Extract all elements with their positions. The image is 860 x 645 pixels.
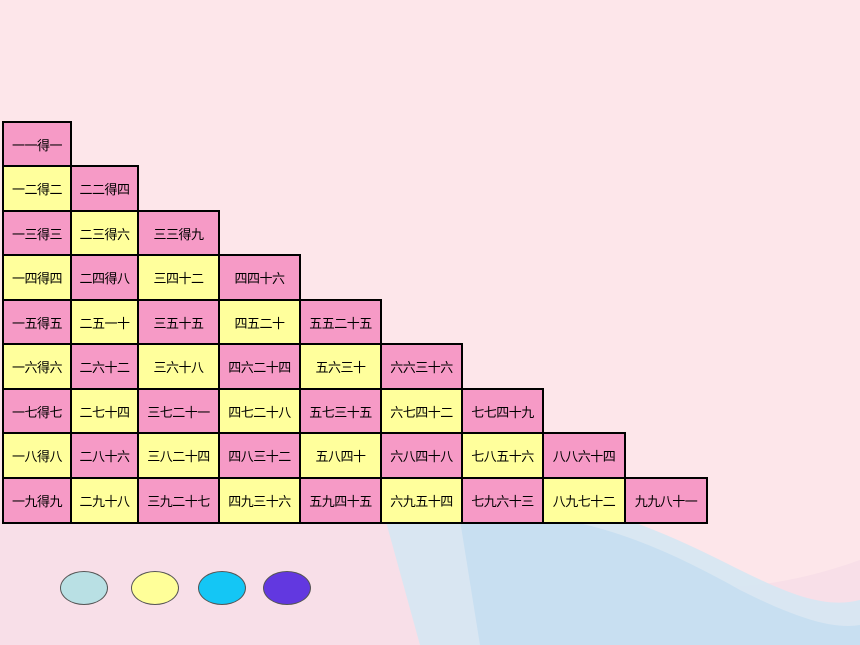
table-cell: 六八四十八 — [380, 432, 463, 479]
table-cell: 八八六十四 — [542, 432, 626, 479]
swatch-light-cyan[interactable] — [60, 571, 108, 605]
table-cell: 一一得一 — [2, 121, 72, 167]
swatch-purple[interactable] — [263, 571, 311, 605]
swatch-yellow[interactable] — [131, 571, 179, 605]
table-cell: 七七四十九 — [461, 388, 544, 434]
table-cell: 八九七十二 — [542, 477, 626, 524]
table-cell: 三七二十一 — [137, 388, 220, 434]
table-cell: 二五一十 — [70, 299, 139, 345]
table-cell: 六六三十六 — [380, 343, 463, 390]
table-cell: 九九八十一 — [624, 477, 708, 524]
swatch-cyan[interactable] — [198, 571, 246, 605]
table-cell: 一三得三 — [2, 210, 72, 256]
table-cell: 二三得六 — [70, 210, 139, 256]
table-cell: 四四十六 — [218, 254, 301, 301]
table-cell: 七八五十六 — [461, 432, 544, 479]
table-cell: 四八三十二 — [218, 432, 301, 479]
table-cell: 二八十六 — [70, 432, 139, 479]
table-cell: 四七二十八 — [218, 388, 301, 434]
table-cell: 一七得七 — [2, 388, 72, 434]
table-cell: 四九三十六 — [218, 477, 301, 524]
table-cell: 三三得九 — [137, 210, 220, 256]
table-cell: 二六十二 — [70, 343, 139, 390]
table-cell: 五八四十 — [299, 432, 382, 479]
table-cell: 二四得八 — [70, 254, 139, 301]
table-cell: 一九得九 — [2, 477, 72, 524]
table-cell: 五六三十 — [299, 343, 382, 390]
table-cell: 一四得四 — [2, 254, 72, 301]
table-cell: 三四十二 — [137, 254, 220, 301]
table-cell: 一二得二 — [2, 165, 72, 212]
table-cell: 二九十八 — [70, 477, 139, 524]
table-cell: 三九二十七 — [137, 477, 220, 524]
table-cell: 三五十五 — [137, 299, 220, 345]
table-cell: 四五二十 — [218, 299, 301, 345]
table-cell: 二七十四 — [70, 388, 139, 434]
table-cell: 四六二十四 — [218, 343, 301, 390]
table-cell: 七九六十三 — [461, 477, 544, 524]
table-cell: 五九四十五 — [299, 477, 382, 524]
table-cell: 一五得五 — [2, 299, 72, 345]
table-cell: 六七四十二 — [380, 388, 463, 434]
table-cell: 二二得四 — [70, 165, 139, 212]
table-cell: 五五二十五 — [299, 299, 382, 345]
table-cell: 三六十八 — [137, 343, 220, 390]
table-cell: 一八得八 — [2, 432, 72, 479]
table-cell: 五七三十五 — [299, 388, 382, 434]
table-cell: 六九五十四 — [380, 477, 463, 524]
table-cell: 三八二十四 — [137, 432, 220, 479]
table-cell: 一六得六 — [2, 343, 72, 390]
